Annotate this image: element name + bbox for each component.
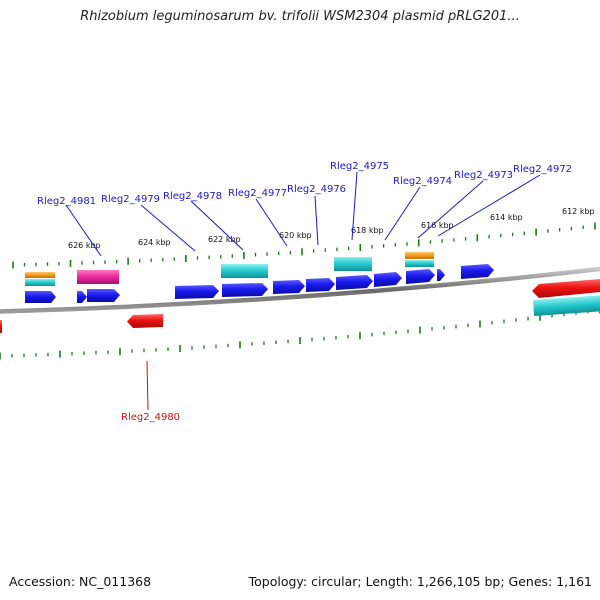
leader-line: [351, 171, 358, 241]
scale-label: 626 kbp: [68, 241, 101, 250]
leader-line: [314, 195, 319, 246]
feature-cyan[interactable]: [221, 264, 268, 278]
gene-label-rleg2-4973[interactable]: Rleg2_4973: [454, 170, 513, 181]
feature-orange[interactable]: [25, 272, 55, 278]
scale-label: 620 kbp: [279, 231, 312, 240]
genome-backbone: [0, 266, 600, 314]
feature-orange[interactable]: [405, 252, 434, 259]
scale-label: 624 kbp: [138, 238, 171, 247]
forward-gene[interactable]: [306, 278, 335, 292]
scale-label: 622 kbp: [208, 235, 241, 244]
gene-label-rleg2-4974[interactable]: Rleg2_4974: [393, 176, 452, 187]
scale-label: 614 kbp: [490, 213, 523, 222]
scale-ticks-forward: [12, 222, 596, 269]
forward-gene[interactable]: [273, 280, 305, 294]
reverse-gene[interactable]: [532, 279, 600, 298]
topology-text: Topology: circular; Length: 1,266,105 bp…: [248, 574, 592, 589]
gene-label-rleg2-4978[interactable]: Rleg2_4978: [163, 191, 222, 202]
feature-cyan[interactable]: [334, 257, 372, 271]
leader-line: [417, 180, 484, 239]
scale-labels: 626 kbp 624 kbp 622 kbp 620 kbp 618 kbp 616 k…: [68, 207, 595, 250]
feature-cyan[interactable]: [25, 279, 55, 286]
forward-gene[interactable]: [175, 285, 219, 299]
leader-line: [65, 204, 102, 257]
forward-gene[interactable]: [437, 269, 445, 281]
scale-label: 618 kbp: [351, 226, 384, 235]
forward-gene[interactable]: [25, 291, 56, 303]
leader-line: [190, 200, 244, 251]
gene-label-rleg2-4972[interactable]: Rleg2_4972: [513, 164, 572, 175]
leader-line: [437, 174, 541, 237]
accession-text: Accession: NC_011368: [9, 574, 152, 589]
forward-gene[interactable]: [374, 272, 402, 287]
gene-label-rleg2-4975[interactable]: Rleg2_4975: [330, 161, 389, 172]
scale-label: 616 kbp: [421, 221, 454, 230]
scale-label: 612 kbp: [562, 207, 595, 216]
forward-gene[interactable]: [77, 291, 87, 303]
forward-gene[interactable]: [461, 264, 494, 279]
gene-label-rleg2-4980[interactable]: Rleg2_4980: [121, 412, 180, 423]
map-title: Rhizobium leguminosarum bv. trifolii WSM…: [80, 9, 520, 24]
scale-ticks-reverse: [0, 306, 600, 360]
reverse-gene[interactable]: [127, 314, 163, 328]
gene-label-rleg2-4981[interactable]: Rleg2_4981: [37, 196, 96, 207]
forward-gene[interactable]: [222, 283, 268, 297]
leader-line: [140, 204, 196, 252]
leader-line: [146, 360, 149, 411]
feature-magenta[interactable]: [77, 270, 119, 284]
forward-gene[interactable]: [87, 289, 120, 302]
reverse-gene[interactable]: [0, 320, 2, 333]
feature-cyan[interactable]: [532, 295, 600, 316]
gene-label-rleg2-4977[interactable]: Rleg2_4977: [228, 188, 287, 199]
gene-label-rleg2-4976[interactable]: Rleg2_4976: [287, 184, 346, 195]
forward-gene[interactable]: [406, 269, 435, 284]
leader-line: [255, 198, 288, 247]
leader-line: [384, 186, 421, 241]
gene-label-rleg2-4979[interactable]: Rleg2_4979: [101, 194, 160, 205]
feature-cyan[interactable]: [405, 260, 434, 267]
forward-gene[interactable]: [336, 275, 373, 290]
